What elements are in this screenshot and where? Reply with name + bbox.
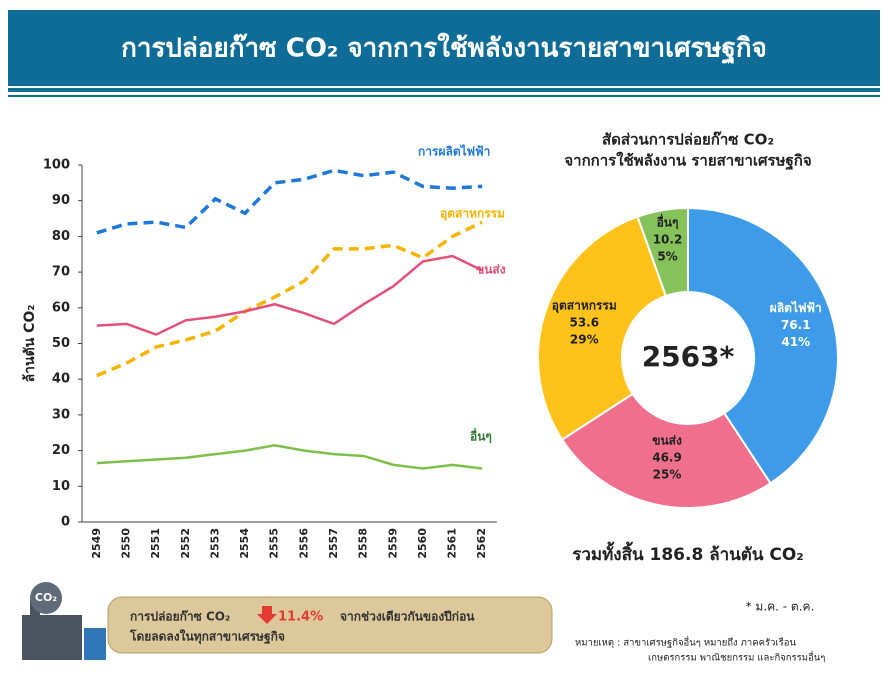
series-line <box>96 443 483 470</box>
header-bar <box>8 10 880 86</box>
segment-value: 53.6 <box>569 315 599 329</box>
summary-change: 11.4% <box>278 610 323 625</box>
x-tick-label: 2561 <box>446 528 459 559</box>
y-tick-label: 20 <box>52 443 70 458</box>
series-label: ขนส่ง <box>476 263 506 277</box>
y-tick-label: 80 <box>52 229 70 244</box>
x-tick-label: 2550 <box>119 528 132 559</box>
segment-label: ขนส่ง <box>652 433 682 447</box>
segment-percent: 41% <box>781 335 810 349</box>
segment-percent: 5% <box>657 249 677 263</box>
series-line <box>96 254 483 336</box>
svg-text:CO₂: CO₂ <box>35 591 57 604</box>
series-line <box>96 168 483 235</box>
donut-total: รวมทั้งสิ้น 186.8 ล้านตัน CO₂ <box>572 541 804 565</box>
y-axis-label: ล้านตัน CO₂ <box>22 305 38 383</box>
donut-segment <box>560 392 772 509</box>
summary-text: โดยลดลงในทุกสาขาเศรษฐกิจ <box>129 629 285 645</box>
summary-text: การปล่อยก๊าซ CO₂ <box>130 610 230 624</box>
x-tick-label: 2555 <box>268 528 281 559</box>
factory-icon: CO₂ <box>22 582 106 660</box>
summary-box <box>107 596 553 654</box>
note: * ม.ค. - ต.ค. <box>746 600 815 614</box>
x-tick-label: 2558 <box>357 528 370 559</box>
segment-value: 46.9 <box>652 450 682 464</box>
y-tick-label: 10 <box>52 479 70 494</box>
segment-percent: 25% <box>653 467 682 481</box>
segment-label: อื่นๆ <box>657 213 679 229</box>
note: เกษตรกรรม พาณิชยกรรม และกิจกรรมอื่นๆ <box>648 651 825 664</box>
segment-percent: 29% <box>570 332 599 346</box>
down-arrow <box>257 606 277 624</box>
y-tick-label: 40 <box>52 372 70 387</box>
donut-center: 2563* <box>642 340 735 373</box>
series-label: อุตสาหกรรม <box>440 207 505 222</box>
y-tick-label: 30 <box>52 407 70 422</box>
segment-value: 76.1 <box>781 318 811 332</box>
series-label: การผลิตไฟฟ้า <box>418 144 490 159</box>
donut-segment <box>636 206 689 298</box>
x-tick-label: 2562 <box>475 528 488 559</box>
y-tick-label: 0 <box>61 515 70 530</box>
segment-label: อุตสาหกรรม <box>552 298 617 313</box>
header-rule <box>8 88 880 92</box>
summary-text: จากช่วงเดียวกันของปีก่อน <box>340 610 475 624</box>
x-tick-label: 2551 <box>149 528 162 559</box>
segment-label: ผลิตไฟฟ้า <box>770 300 822 315</box>
title: การปล่อยก๊าซ CO₂ จากการใช้พลังงานรายสาขา… <box>121 33 767 66</box>
series-line <box>96 220 483 378</box>
x-tick-label: 2556 <box>297 528 310 559</box>
donut-title: จากการใช้พลังงาน รายสาขาเศรษฐกิจ <box>564 152 811 171</box>
donut-segment <box>537 215 668 441</box>
y-tick-label: 60 <box>52 300 70 315</box>
x-tick-label: 2557 <box>327 528 340 559</box>
x-tick-label: 2553 <box>208 528 221 559</box>
x-tick-label: 2552 <box>179 528 192 559</box>
y-tick-label: 90 <box>52 193 70 208</box>
series-label: อื่นๆ <box>470 428 492 444</box>
x-tick-label: 2560 <box>416 528 429 559</box>
segment-value: 10.2 <box>653 232 683 246</box>
x-tick-label: 2554 <box>238 528 251 559</box>
header-rule <box>8 95 880 97</box>
y-tick-label: 100 <box>43 158 70 173</box>
x-tick-label: 2549 <box>90 528 103 559</box>
y-tick-label: 50 <box>52 336 70 351</box>
note: หมายเหตุ : สาขาเศรษฐกิจอื่นๆ หมายถึง ภาค… <box>575 636 796 649</box>
y-tick-label: 70 <box>52 265 70 280</box>
donut-title: สัดส่วนการปล่อยก๊าซ CO₂ <box>602 131 774 149</box>
x-tick-label: 2559 <box>386 528 399 559</box>
